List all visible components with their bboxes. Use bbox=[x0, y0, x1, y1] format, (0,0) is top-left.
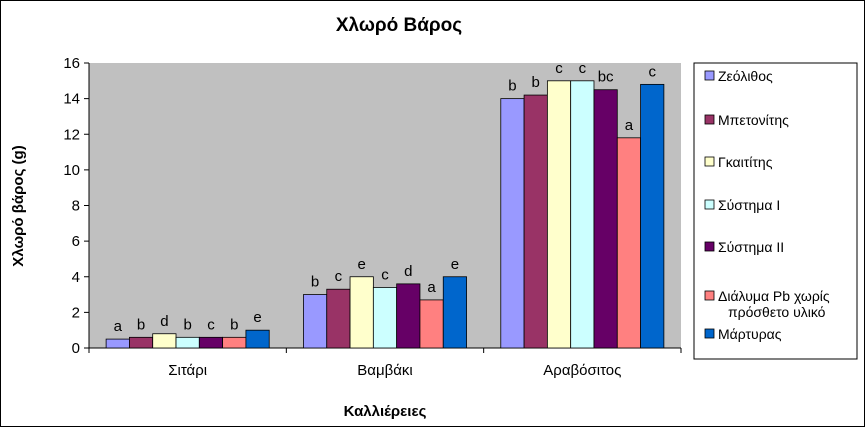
legend-label: πρόσθετο υλικό bbox=[728, 304, 826, 320]
bar bbox=[372, 287, 398, 349]
data-label: a bbox=[625, 117, 634, 134]
y-axis: 0 2 4 6 8 10 12 14 16 bbox=[63, 55, 90, 357]
legend-box bbox=[693, 62, 858, 360]
y-tick-label: 14 bbox=[63, 91, 80, 108]
y-tick-label: 8 bbox=[72, 198, 80, 215]
x-category-label: Σιτάρι bbox=[168, 362, 207, 379]
legend-label: Μάρτυρας bbox=[718, 326, 782, 342]
bar bbox=[616, 137, 641, 349]
data-label: b bbox=[532, 74, 540, 91]
data-label: d bbox=[160, 313, 168, 330]
legend-label: Σύστημα II bbox=[718, 239, 784, 255]
bar bbox=[593, 89, 618, 349]
legend-label: Μπετονίτης bbox=[718, 112, 789, 128]
data-label: c bbox=[335, 268, 343, 285]
bar bbox=[245, 329, 270, 349]
chart-title: Χλωρό Βάρος bbox=[336, 15, 462, 36]
y-tick-label: 6 bbox=[72, 233, 80, 250]
y-tick-label: 16 bbox=[63, 55, 80, 72]
data-label: e bbox=[358, 256, 366, 273]
data-label: c bbox=[648, 63, 656, 80]
data-label: c bbox=[207, 316, 215, 333]
data-label: bc bbox=[598, 69, 614, 86]
bar bbox=[396, 283, 421, 349]
y-tick-label: 4 bbox=[72, 269, 80, 286]
legend-label: Ζεόλιθος bbox=[718, 68, 773, 84]
x-axis: Σιτάρι Βαμβάκι Αραβόσιτος bbox=[88, 347, 682, 379]
bar bbox=[500, 98, 525, 349]
bar bbox=[222, 336, 247, 349]
data-label: a bbox=[114, 318, 123, 335]
legend: Ζεόλιθος Μπετονίτης Γκαιτίτης Σύστημα I Σύστ… bbox=[693, 62, 858, 360]
bar bbox=[129, 336, 154, 349]
data-label: c bbox=[381, 266, 389, 283]
legend-swatch bbox=[704, 114, 715, 125]
legend-swatch bbox=[704, 199, 715, 210]
bars bbox=[105, 80, 665, 349]
y-tick-label: 10 bbox=[63, 162, 80, 179]
bar bbox=[442, 276, 467, 349]
legend-swatch bbox=[704, 241, 715, 252]
data-label: b bbox=[508, 78, 516, 95]
bar bbox=[419, 299, 444, 349]
data-label: c bbox=[579, 60, 587, 77]
bar bbox=[523, 94, 548, 349]
data-label: b bbox=[137, 316, 145, 333]
data-label: b bbox=[230, 316, 238, 333]
y-axis-title: Χλωρό βάρος (g) bbox=[10, 145, 27, 266]
y-tick-label: 12 bbox=[63, 126, 80, 143]
bar bbox=[105, 338, 130, 349]
bar bbox=[152, 333, 177, 349]
legend-swatch bbox=[704, 70, 715, 81]
data-label: a bbox=[427, 279, 436, 296]
x-category-label: Αραβόσιτος bbox=[543, 362, 621, 379]
bar bbox=[349, 276, 374, 349]
data-label: b bbox=[311, 274, 319, 291]
y-tick-label: 2 bbox=[72, 304, 80, 321]
data-label: c bbox=[555, 60, 563, 77]
x-axis-title: Καλλιέρειες bbox=[344, 403, 427, 420]
data-label: e bbox=[451, 256, 459, 273]
bar bbox=[303, 294, 328, 349]
legend-label: Γκαιτίτης bbox=[718, 154, 773, 170]
legend-label: Διάλυμα Pb χωρίς bbox=[718, 288, 830, 304]
bar bbox=[640, 83, 665, 349]
legend-swatch bbox=[704, 290, 715, 301]
data-label: d bbox=[404, 263, 412, 280]
x-category-label: Βαμβάκι bbox=[357, 362, 412, 379]
y-tick-label: 0 bbox=[72, 340, 80, 357]
legend-swatch bbox=[704, 156, 715, 167]
legend-label: Σύστημα I bbox=[718, 197, 780, 213]
bar bbox=[198, 336, 224, 349]
bar bbox=[175, 336, 200, 349]
bar bbox=[570, 80, 595, 349]
legend-swatch bbox=[704, 328, 715, 339]
data-label: b bbox=[183, 316, 191, 333]
data-label: e bbox=[253, 309, 261, 326]
bar bbox=[326, 288, 351, 349]
bar bbox=[546, 80, 572, 349]
